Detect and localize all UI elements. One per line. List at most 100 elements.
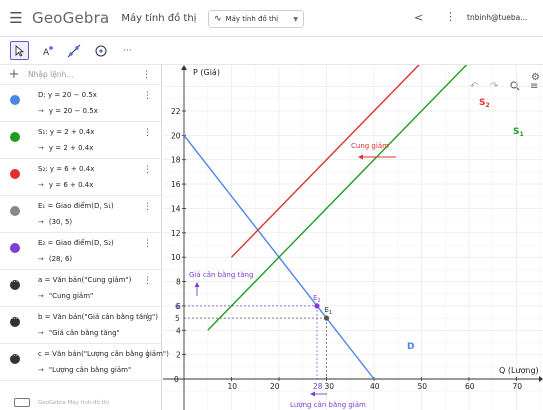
- app-mode-label: Máy tính đồ thị: [225, 15, 279, 23]
- header-bar: ☰ GeoGebra Máy tính đồ thị ∿ Máy tính đồ…: [0, 0, 543, 37]
- equilibrium-point-E1[interactable]: [323, 315, 330, 321]
- arrow-right-icon: →: [38, 181, 44, 189]
- algebra-definition[interactable]: c = Văn bản("Lượng cân bằng giảm"): [38, 350, 169, 358]
- more-vert-icon[interactable]: ⋮: [143, 91, 152, 101]
- x-tick-label: 10: [228, 382, 238, 391]
- text-tool-button[interactable]: A: [37, 41, 56, 60]
- algebra-value: → "Cung giảm": [38, 292, 93, 300]
- share-icon[interactable]: <: [414, 11, 424, 24]
- text-a-icon: A: [43, 45, 53, 58]
- footer-label: GeoGebra Máy tính đồ thị: [38, 399, 109, 406]
- algebra-definition[interactable]: S₂: y = 6 + 0.4x: [38, 165, 95, 173]
- y-tick-label: 10: [171, 253, 181, 262]
- more-vert-icon[interactable]: ⋮: [143, 350, 152, 360]
- y-axis-arrow: [181, 65, 187, 70]
- arrow-right-icon: →: [38, 366, 44, 374]
- x-axis-arrow: [539, 376, 543, 382]
- circle-tool-button[interactable]: [91, 41, 110, 60]
- algebra-definition[interactable]: b = Văn bản("Giá cân bằng tăng"): [38, 313, 159, 321]
- y-tick-label: 2: [176, 351, 181, 360]
- algebra-input-row[interactable]: + Nhập lệnh... ⋮: [0, 65, 161, 85]
- algebra-definition[interactable]: E₂ = Giao điểm(D, S₂): [38, 239, 114, 247]
- D-label: D: [407, 342, 414, 352]
- S1-label: S1: [513, 127, 524, 138]
- keyboard-icon[interactable]: [14, 398, 30, 407]
- luong-can-bang-giam-text: Lượng cân bằng giảm: [290, 400, 366, 409]
- app-title: Máy tính đồ thị: [121, 12, 197, 24]
- add-icon[interactable]: +: [8, 67, 20, 82]
- luong-giam-arrowhead: [310, 391, 315, 397]
- text-object-icon[interactable]: [10, 350, 20, 364]
- more-vert-icon[interactable]: ⋮: [143, 313, 152, 323]
- algebra-item[interactable]: S₂: y = 6 + 0.4x → y = 6 + 0.4x ⋮: [0, 159, 161, 196]
- algebra-item[interactable]: a = Văn bản("Cung giảm") → "Cung giảm" ⋮: [0, 270, 161, 307]
- algebra-item[interactable]: S₁: y = 2 + 0.4x → y = 2 + 0.4x ⋮: [0, 122, 161, 159]
- more-vert-icon[interactable]: ⋮: [142, 69, 151, 80]
- graph-canvas[interactable]: 10 20 30 40 50 60 70 0 2 4 6 8 10 12 14 16 18 20 22 P (Giá)…: [163, 0, 543, 410]
- more-vert-icon[interactable]: ⋮: [143, 276, 152, 286]
- cung-giam-arrowhead: [358, 154, 363, 160]
- line-tool-button[interactable]: [64, 41, 83, 60]
- y-tick-label: 18: [171, 156, 181, 165]
- graph-mode-icon: ∿: [214, 14, 222, 24]
- algebra-value: → y = 20 − 0.5x: [38, 107, 98, 115]
- graphics-view[interactable]: 10 20 30 40 50 60 70 0 2 4 6 8 10 12 14 16 18 20 22 P (Giá)…: [163, 0, 543, 410]
- x-label-28: 28: [313, 382, 323, 391]
- gear-icon[interactable]: ⚙: [531, 72, 540, 83]
- hamburger-menu-icon[interactable]: ☰: [9, 9, 23, 27]
- algebra-definition[interactable]: a = Văn bản("Cung giảm"): [38, 276, 132, 284]
- cung-giam-text: Cung giảm: [351, 142, 389, 150]
- algebra-value: → y = 2 + 0.4x: [38, 144, 93, 152]
- algebra-item[interactable]: b = Văn bản("Giá cân bằng tăng") → "Giá câ…: [0, 307, 161, 344]
- y-label-6: 6: [175, 302, 180, 311]
- arrow-right-icon: →: [38, 292, 44, 300]
- more-tools-button[interactable]: ···: [123, 45, 132, 56]
- user-account[interactable]: tnbinh@tueba...: [467, 13, 528, 22]
- more-vert-icon[interactable]: ⋮: [143, 165, 152, 175]
- algebra-item-list: D: y = 20 − 0.5x → y = 20 − 0.5x ⋮ S₁: y = 2…: [0, 85, 169, 381]
- x-tick-label: 50: [418, 382, 428, 391]
- text-object-icon[interactable]: [10, 313, 20, 327]
- arrow-right-icon: →: [38, 107, 44, 115]
- algebra-value: → (30, 5): [38, 218, 72, 226]
- visibility-dot-icon[interactable]: [10, 132, 20, 142]
- more-vert-icon[interactable]: ⋮: [143, 128, 152, 138]
- algebra-item[interactable]: c = Văn bản("Lượng cân bằng giảm") → "Lượn…: [0, 344, 169, 381]
- y-tick-label: 16: [171, 180, 181, 189]
- algebra-input[interactable]: Nhập lệnh...: [28, 70, 74, 79]
- move-tool-button[interactable]: [10, 41, 29, 60]
- visibility-dot-icon[interactable]: [10, 169, 20, 179]
- more-vert-icon[interactable]: ⋮: [445, 10, 456, 23]
- algebra-definition[interactable]: D: y = 20 − 0.5x: [38, 91, 97, 99]
- algebra-definition[interactable]: E₁ = Giao điểm(D, S₁): [38, 202, 114, 210]
- visibility-dot-icon[interactable]: [10, 95, 20, 105]
- text-object-icon[interactable]: [10, 276, 20, 290]
- gia-tang-arrowhead: [194, 282, 200, 287]
- algebra-value-text: y = 20 − 0.5x: [48, 107, 98, 115]
- algebra-value: → "Giá cân bằng tăng": [38, 329, 120, 337]
- x-tick-label: 30: [325, 382, 335, 391]
- circle-icon: [95, 45, 106, 56]
- algebra-value-text: y = 2 + 0.4x: [48, 144, 94, 152]
- algebra-footer: GeoGebra Máy tính đồ thị: [0, 395, 162, 410]
- algebra-item[interactable]: D: y = 20 − 0.5x → y = 20 − 0.5x ⋮: [0, 85, 161, 122]
- logo: GeoGebra: [32, 9, 110, 27]
- algebra-value-text: "Giá cân bằng tăng": [48, 329, 120, 337]
- algebra-item[interactable]: E₁ = Giao điểm(D, S₁) → (30, 5) ⋮: [0, 196, 161, 233]
- gia-can-bang-tang-text: Giá cân bằng tăng: [189, 270, 253, 279]
- y-tick-label: 4: [176, 326, 181, 335]
- algebra-definition[interactable]: S₁: y = 2 + 0.4x: [38, 128, 95, 136]
- equilibrium-point-E2[interactable]: [314, 303, 320, 309]
- arrow-right-icon: →: [38, 255, 44, 263]
- algebra-value-text: "Lượng cân bằng giảm": [48, 366, 132, 374]
- chevron-down-icon: ▼: [293, 15, 298, 23]
- more-vert-icon[interactable]: ⋮: [143, 239, 152, 249]
- app-mode-dropdown[interactable]: ∿ Máy tính đồ thị ▼: [208, 10, 304, 28]
- visibility-dot-icon[interactable]: [10, 243, 20, 253]
- algebra-item[interactable]: E₂ = Giao điểm(D, S₂) → (28, 6) ⋮: [0, 233, 161, 270]
- supply-line-S1[interactable]: [207, 13, 518, 331]
- y-tick-label: 20: [171, 131, 181, 140]
- visibility-dot-icon[interactable]: [10, 206, 20, 216]
- arrow-right-icon: →: [38, 144, 44, 152]
- more-vert-icon[interactable]: ⋮: [143, 202, 152, 212]
